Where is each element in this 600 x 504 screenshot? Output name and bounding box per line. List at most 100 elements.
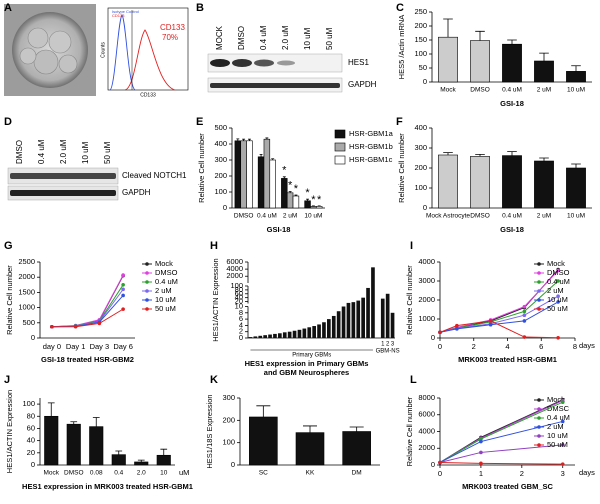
significance-mark: * [282, 165, 287, 177]
bar [287, 331, 292, 338]
error-bar [571, 163, 581, 168]
y-tick-label: 0 [423, 77, 427, 86]
y-axis-label: Relative Cell number [5, 265, 14, 335]
y-tick-label: 100 [222, 438, 235, 447]
bar [292, 195, 300, 209]
y-tick-label: 6000 [226, 257, 243, 266]
legend-marker [537, 298, 541, 302]
legend-label: HSR-GBM1a [349, 129, 394, 138]
y-axis-label: HES1/ACTIN Expression [5, 390, 14, 473]
y-tick-label: 300 [214, 155, 227, 164]
band-label: Cleaved NOTCH1 [122, 171, 187, 180]
legend-label: 0.4 uM [547, 413, 570, 422]
bar [317, 324, 321, 338]
legend-marker [145, 262, 149, 266]
legend-label: 50 uM [547, 440, 568, 449]
y-axis-label: HES1/18S Expression [205, 394, 214, 468]
significance-mark: * [311, 194, 316, 206]
y-tick-label: 0 [431, 333, 435, 342]
bar [534, 160, 554, 209]
flow-x-label: CD133 [140, 92, 156, 98]
legend-marker [537, 416, 541, 420]
bar [438, 36, 458, 83]
bar [470, 156, 490, 209]
panel-label: B [196, 2, 204, 14]
bar [253, 336, 258, 338]
error-bar [475, 154, 485, 157]
y-tick-label: 400 [414, 123, 427, 132]
bar [263, 335, 267, 338]
bar [566, 71, 586, 83]
bar [346, 302, 351, 338]
bar [380, 298, 385, 338]
band-label: HES1 [348, 58, 369, 67]
legend-label: 10 uM [547, 295, 568, 304]
x-tick-label: DMSO [470, 87, 490, 94]
point [488, 322, 493, 327]
legend-label: HSR-GBM1c [349, 155, 393, 164]
point [560, 419, 565, 424]
x-tick-label: Day 3 [90, 342, 110, 351]
point [479, 437, 483, 441]
lane-label: 0.4 uM [37, 139, 46, 164]
x-tick-label: DMSO [470, 213, 490, 220]
legend-marker [537, 443, 541, 447]
panel-label: L [410, 374, 417, 386]
y-tick-label: 1000 [418, 314, 435, 323]
y-tick-label: 6 [239, 314, 243, 323]
legend-marker [145, 298, 149, 302]
x-tick-label: 4 [505, 342, 509, 351]
legend-label: 10 uM [155, 295, 176, 304]
y-tick-label: 0 [239, 333, 243, 342]
error-bar [539, 52, 549, 61]
error-bar [70, 421, 78, 425]
x-tick-label: 10 [160, 470, 168, 477]
legend-swatch [334, 155, 346, 165]
lane-label: 10 uM [303, 27, 312, 50]
bar [310, 206, 317, 209]
x-tick-label: 3 [391, 342, 395, 348]
x-tick-label: Mock [43, 470, 59, 477]
y-tick-label: 2500 [18, 257, 35, 266]
y-tick-label: 100 [22, 399, 35, 408]
bar [341, 306, 346, 338]
legend-label: 2 uM [155, 286, 172, 295]
y-tick-label: 500 [214, 123, 227, 132]
band-label: GAPDH [122, 188, 151, 197]
flow-marker: CD133 [160, 23, 185, 32]
x-axis-label: HES1 expression in MRK003 treated HSR-GB… [22, 482, 193, 491]
error-bar [571, 65, 581, 72]
bar [286, 192, 294, 209]
legend-label: 0.4 uM [155, 277, 178, 286]
bar [89, 426, 104, 466]
bar [371, 267, 375, 338]
y-tick-label: 400 [214, 139, 227, 148]
x-axis-label: GSI-18 treated HSR-GBM2 [41, 355, 134, 364]
blot-d [7, 167, 119, 201]
y-tick-label: 1500 [18, 287, 35, 296]
y-tick-label: 2000 [18, 272, 35, 281]
y-tick-label: 8000 [418, 393, 435, 402]
error-bar [349, 426, 364, 432]
x-tick-label: 2 [520, 469, 524, 478]
bar [292, 330, 297, 338]
blot-b [207, 53, 343, 93]
error-bar [256, 405, 271, 417]
bar [304, 200, 311, 209]
y-tick-label: 40 [235, 293, 243, 302]
y-tick-label: 2000 [418, 295, 435, 304]
panel-label: G [4, 240, 13, 252]
error-bar [160, 448, 168, 456]
bar [268, 334, 272, 338]
significance-mark: * [305, 187, 310, 199]
y-tick-label: 200 [222, 415, 235, 424]
y-tick-label: 250 [414, 7, 427, 16]
bar [385, 293, 390, 338]
point [522, 309, 527, 314]
point [121, 293, 125, 298]
x-unit: days [579, 468, 595, 477]
x-tick-label: 1 [479, 469, 483, 478]
legend-label: DMSC [547, 404, 570, 413]
y-tick-label: 100 [230, 281, 243, 290]
y-tick-label: 200 [414, 163, 427, 172]
